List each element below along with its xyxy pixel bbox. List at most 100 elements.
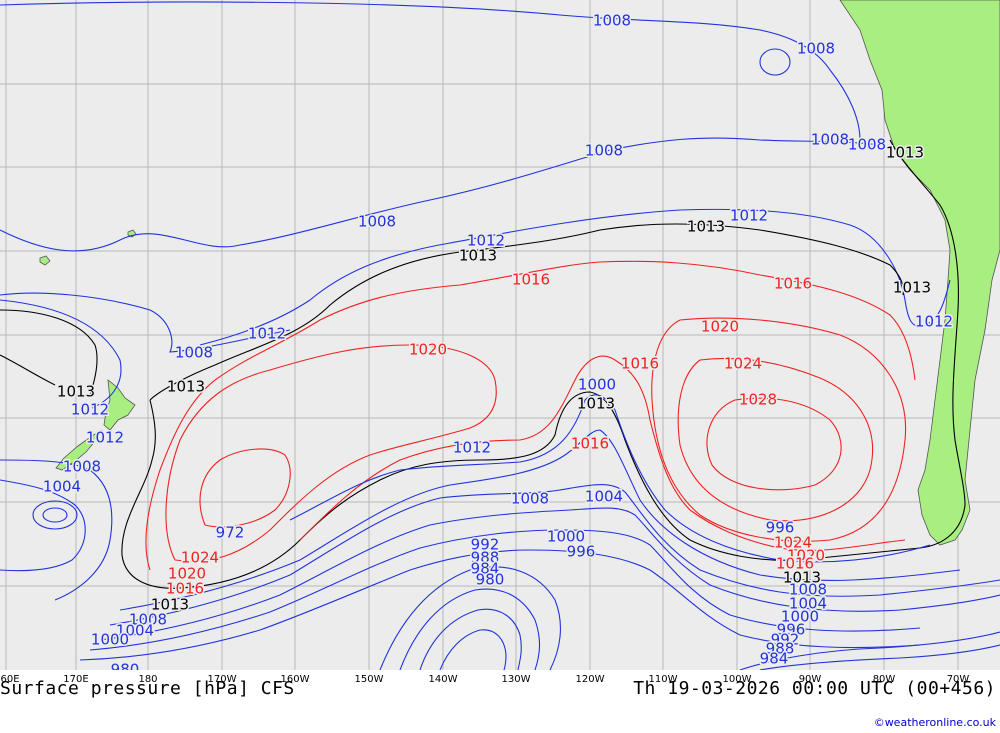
- isobar-label: 992: [771, 631, 800, 649]
- south-america-land: [839, 0, 1000, 546]
- isobar-label: 1020: [409, 341, 447, 359]
- isobar-1008: [0, 137, 881, 252]
- isobar-label: 1004: [789, 595, 827, 613]
- isobar-label: 1012: [453, 439, 491, 457]
- isobar-label: 1013: [577, 395, 615, 413]
- small-island: [39, 255, 51, 266]
- isobar-label: 1012: [248, 325, 286, 343]
- isobar-label: 1012: [467, 232, 505, 250]
- isobar-label: 1008: [585, 142, 623, 160]
- isobar-label: 1004: [43, 478, 81, 496]
- isobar-label: 1008: [848, 136, 886, 154]
- weather-map: 1008 1008 1008 1008 1008 1008 1013 1012 1013 1012…: [0, 0, 1000, 670]
- isobar-1008: [0, 292, 291, 353]
- isobar-1024: [199, 448, 291, 528]
- isobar-1008: [119, 429, 961, 611]
- isobar-996: [89, 529, 921, 651]
- longitude-label: 90W: [798, 674, 822, 685]
- isobar-label: 984: [471, 560, 500, 578]
- isobar-label: 980: [111, 661, 140, 671]
- isobar-1013: [149, 223, 904, 401]
- forecast-time: Th 19-03-2026 00:00 UTC (00+456): [633, 678, 996, 699]
- longitude-label: 170E: [63, 674, 89, 685]
- isobar-1028: [706, 397, 842, 491]
- isobar-label: 1020: [701, 318, 739, 336]
- isobar-1012: [289, 394, 931, 563]
- credit-link[interactable]: ©weatheronline.co.uk: [873, 716, 996, 729]
- isobar-label: 1013: [167, 378, 205, 396]
- isobar-1004: [0, 459, 113, 601]
- isobar-label: 1013: [783, 569, 821, 587]
- isobar-1024: [677, 357, 874, 522]
- longitude-label: 100W: [722, 674, 752, 685]
- isobar-988: [379, 566, 561, 670]
- isobar-label: 1008: [811, 131, 849, 149]
- isobar-1020: [651, 317, 907, 542]
- isobar-1000: [99, 507, 1000, 641]
- isobar-label: 1000: [578, 376, 616, 394]
- north-island-nz: [103, 379, 136, 431]
- isobar-lines: [0, 1, 1000, 670]
- isobar-label: 984: [760, 650, 789, 668]
- isobar-1013: [0, 309, 98, 396]
- isobar-980: [759, 644, 1000, 670]
- longitude-label: 70W: [946, 674, 970, 685]
- longitude-label: 140W: [428, 674, 458, 685]
- isobar-label: 1012: [915, 313, 953, 331]
- isobar-label: 1024: [181, 549, 219, 567]
- isobar-label: 1008: [797, 40, 835, 58]
- isobar-label: 1008: [358, 213, 396, 231]
- map-title: Surface pressure [hPa] CFS: [0, 678, 295, 699]
- isobar-label: 1004: [585, 488, 623, 506]
- isobar-label: 1008: [175, 344, 213, 362]
- isobar-992: [79, 549, 921, 661]
- isobar-label: 980: [476, 571, 505, 589]
- south-island-nz: [55, 429, 103, 471]
- longitude-label: 60E: [0, 674, 20, 685]
- longitude-label: 160W: [280, 674, 310, 685]
- longitude-label: 170W: [207, 674, 237, 685]
- isobar-label: 1000: [547, 528, 585, 546]
- isobar-1020: [165, 344, 497, 562]
- isobar-1012: [0, 299, 122, 409]
- isobar-1013: [121, 139, 966, 589]
- isobar-label: 1000: [91, 631, 129, 649]
- isobar-label: 1024: [774, 534, 812, 552]
- isobar-label: 1012: [86, 429, 124, 447]
- isobar-label: 996: [777, 621, 806, 639]
- map-canvas: 1008100810081008100810081013101210131012…: [0, 0, 1000, 670]
- isobar-984: [399, 588, 541, 670]
- isobar-label: 1024: [724, 355, 762, 373]
- isobar-label: 1008: [63, 458, 101, 476]
- isobar-label: 1013: [886, 144, 924, 162]
- isobar-label: 1008: [511, 490, 549, 508]
- isobar-label: 1016: [774, 275, 812, 293]
- isobar-labels: 1008100810081008100810081013101210131012…: [41, 10, 954, 671]
- isobar-label: 1008: [789, 581, 827, 599]
- isobar-low-center: [42, 507, 68, 523]
- isobar-label: 1016: [571, 435, 609, 453]
- isobar-label: 1000: [781, 608, 819, 626]
- landmasses: [39, 0, 1000, 546]
- longitude-label: 150W: [354, 674, 384, 685]
- isobar-label: 1013: [893, 279, 931, 297]
- isobar-1004: [109, 484, 1000, 626]
- isobar-label: 996: [766, 519, 795, 537]
- isobar-label: 1028: [739, 391, 777, 409]
- longitude-label: 110W: [648, 674, 678, 685]
- isobar-label: 1013: [459, 247, 497, 265]
- longitude-label: 130W: [501, 674, 531, 685]
- isobar-label: 972: [216, 524, 245, 542]
- isobar-label: 1016: [776, 555, 814, 573]
- isobar-label: 1013: [57, 383, 95, 401]
- longitude-label: 80W: [872, 674, 896, 685]
- isobar-980: [419, 608, 522, 670]
- isobar-low-center: [32, 500, 78, 530]
- isobar-label: 1012: [71, 401, 109, 419]
- isobar-label: 992: [471, 536, 500, 554]
- isobar-1016: [299, 355, 906, 551]
- isobar-label: 996: [567, 543, 596, 561]
- isobar-label: 1016: [166, 580, 204, 598]
- isobar-label: 1008: [593, 12, 631, 30]
- isobar-984: [739, 631, 1000, 670]
